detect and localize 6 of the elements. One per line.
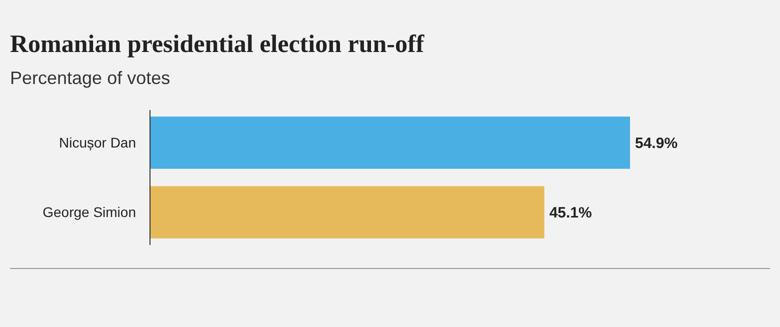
data-label: 54.9% [635,134,678,152]
chart-title: Romanian presidential election run-off [10,31,425,58]
chart-subtitle: Percentage of votes [10,68,170,88]
y-tick-label: Nicușor Dan [58,134,136,151]
data-label: 45.1% [549,204,592,222]
y-tick-label: George Simion [42,204,136,220]
